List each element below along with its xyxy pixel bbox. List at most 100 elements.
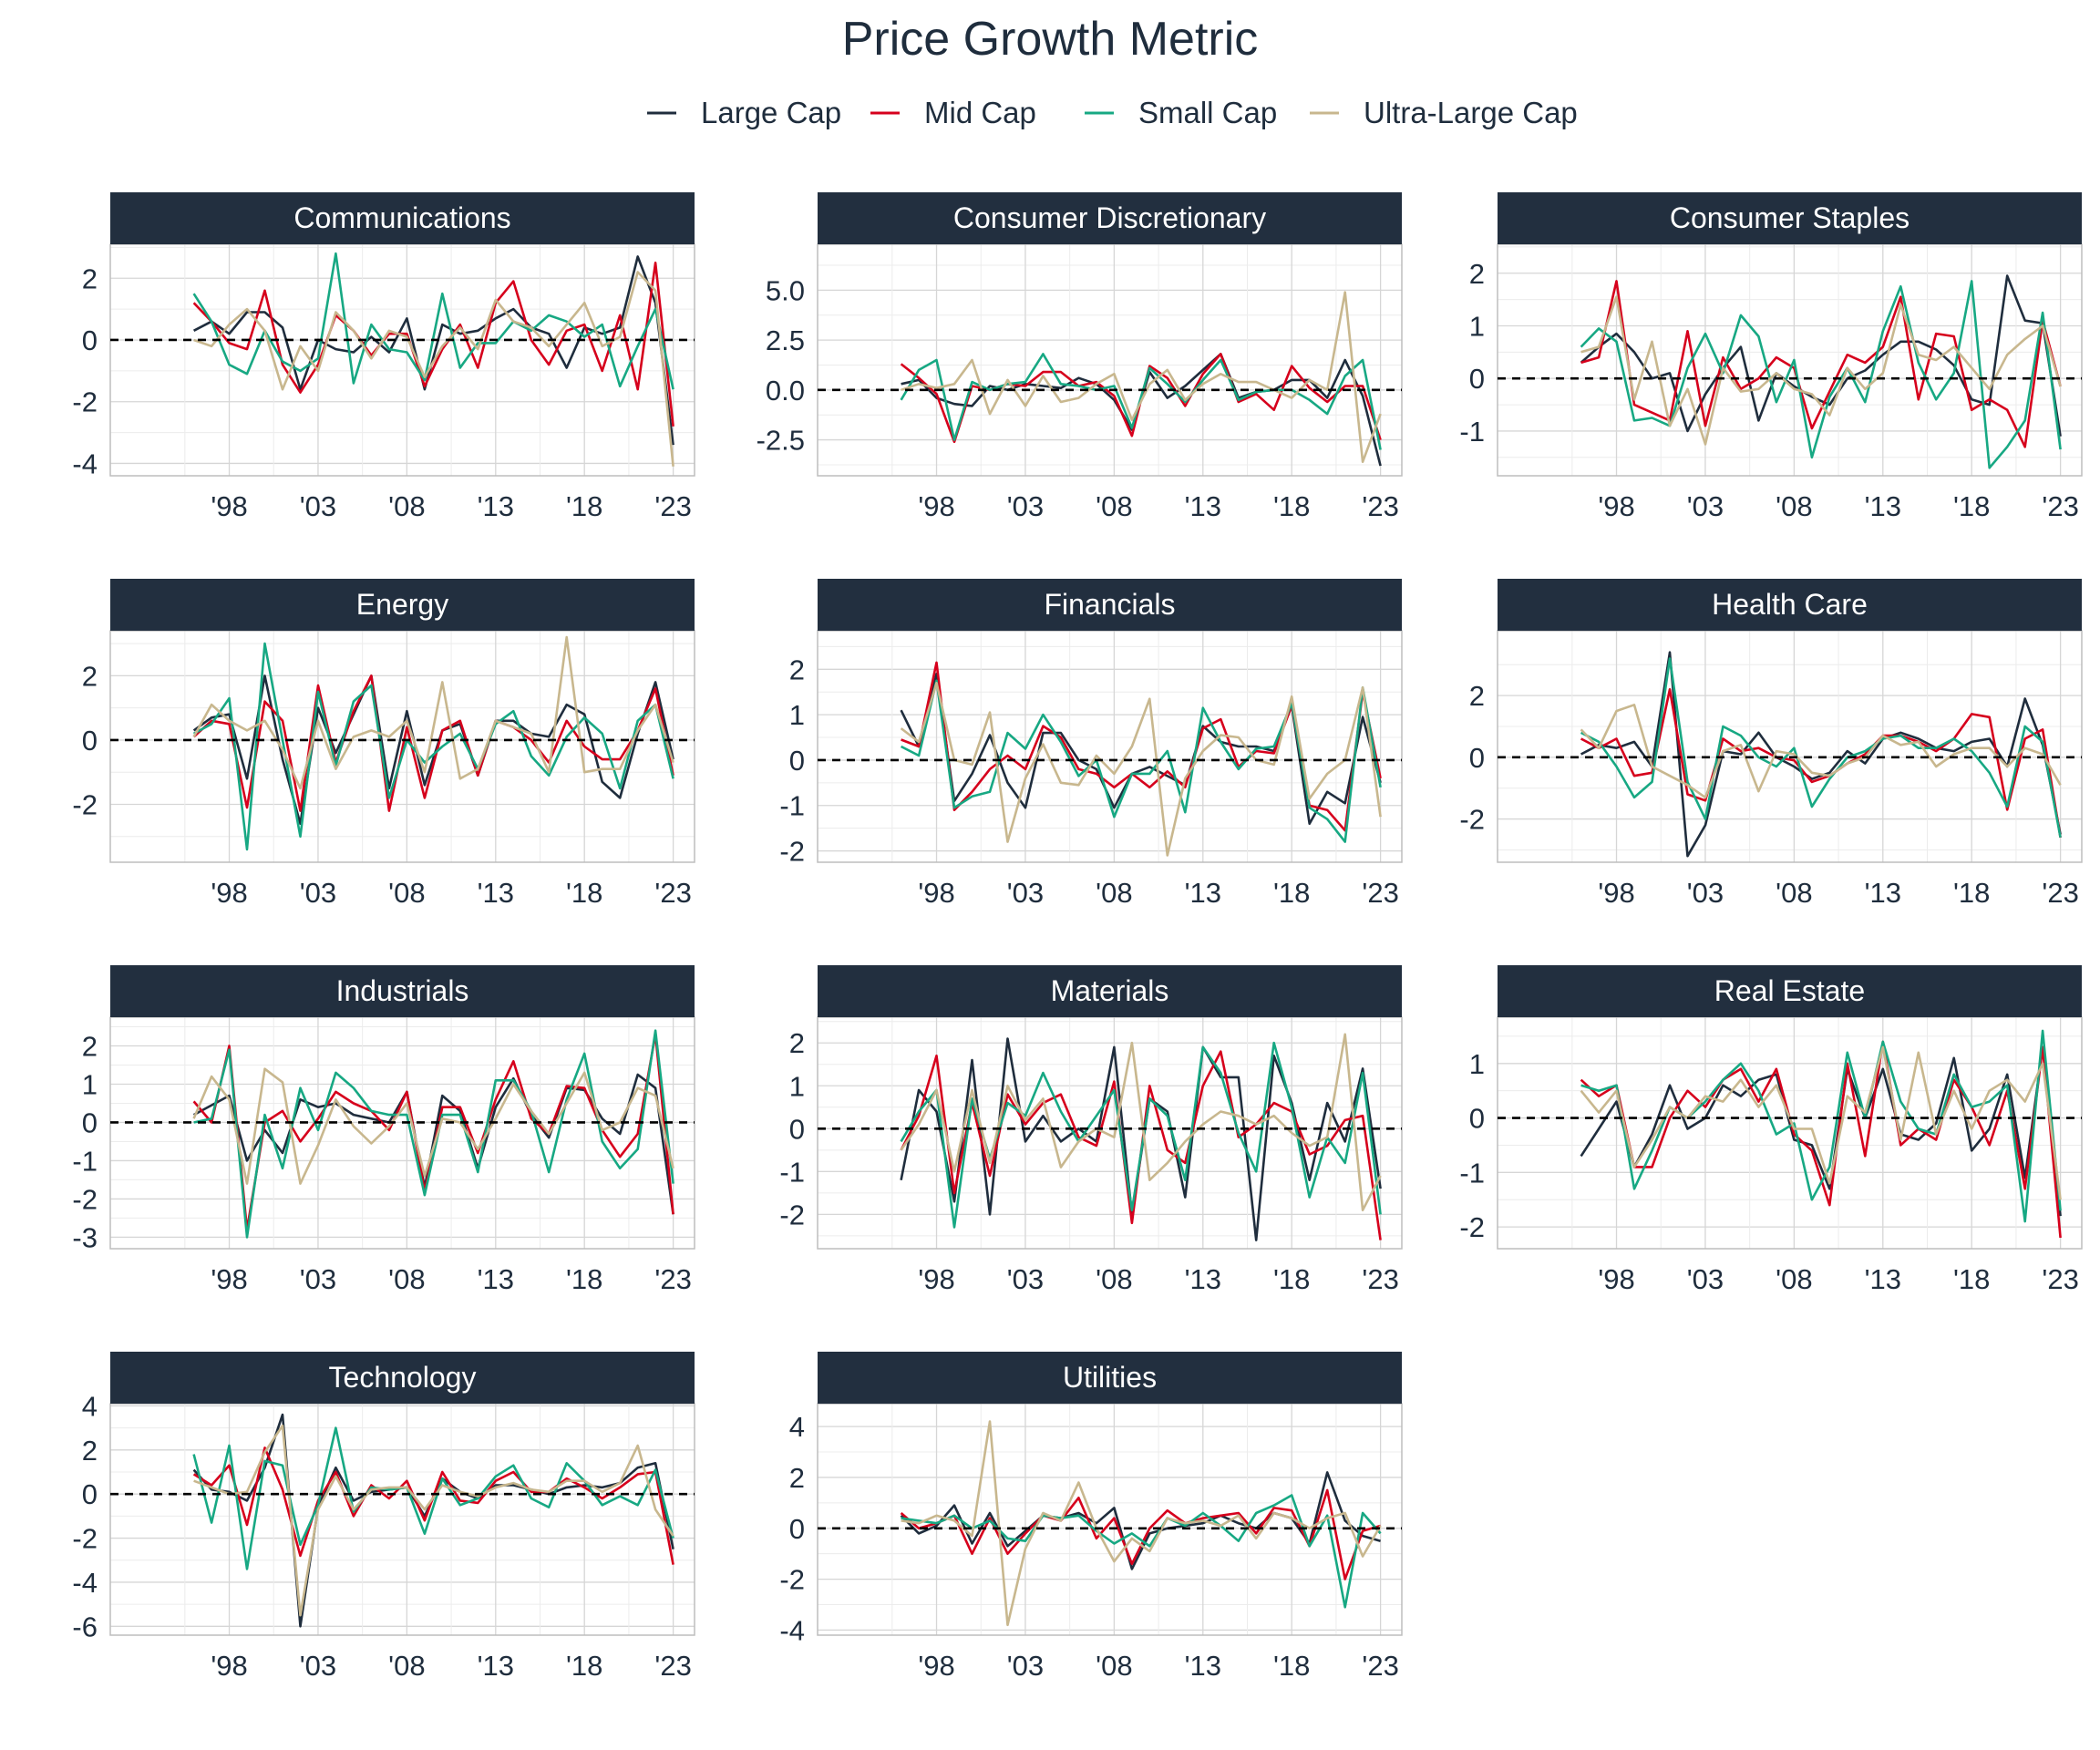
panel-consumer-staples: Consumer Staples -1 0 1 2 '98 '03 '08 '13 '18 '23	[1459, 192, 2083, 522]
y-tick-label: 0	[82, 1107, 98, 1138]
panel-communications: Communications -4 -2 0 2 '98 '03 '08 '13 '18 '23	[72, 192, 695, 522]
x-tick-label: '23	[1362, 490, 1398, 522]
series-line-small-cap	[193, 1029, 674, 1239]
y-tick-label: -2	[779, 1199, 805, 1230]
series-line-large-cap	[1580, 651, 2062, 858]
x-tick-label: '98	[1598, 490, 1634, 522]
y-tick-label: -2.5	[757, 425, 805, 457]
legend: Large Cap Mid Cap Small Cap Ultra-Large Cap	[647, 96, 1578, 129]
x-tick-label: '18	[1273, 490, 1310, 522]
x-tick-label: '98	[211, 877, 247, 909]
series-line-large-cap	[901, 353, 1382, 467]
panel-title: Materials	[1051, 974, 1169, 1007]
x-tick-label: '98	[918, 490, 954, 522]
panel-strip: Materials	[818, 965, 1402, 1017]
legend-label: Ultra-Large Cap	[1364, 96, 1578, 129]
y-tick-label: 2	[789, 654, 805, 685]
series-line-large-cap	[193, 255, 674, 446]
x-tick-label: '18	[1953, 1263, 1990, 1295]
panel-strip: Industrials	[110, 965, 695, 1017]
series-line-small-cap	[1580, 657, 2062, 839]
panel-title: Health Care	[1712, 588, 1868, 621]
panel-title: Industrials	[336, 974, 469, 1007]
y-tick-label: 0	[789, 1113, 805, 1145]
series-line-ultra-large-cap	[900, 1033, 1382, 1211]
chart-title: Price Growth Metric	[842, 13, 1259, 66]
panel-technology: Technology -6 -4 -2 0 2 4 '98 '03 '08 '13 '18 '23	[72, 1352, 695, 1682]
x-tick-label: '18	[1273, 1263, 1310, 1295]
x-tick-label: '18	[1953, 490, 1990, 522]
panel-industrials: Industrials -3 -2 -1 0 1 2 '98 '03 '08 '13 '18 '23	[72, 965, 695, 1295]
x-tick-label: '13	[1865, 490, 1901, 522]
panel-border	[817, 630, 1403, 863]
series-line-mid-cap	[192, 261, 674, 427]
series-line-small-cap	[1580, 1029, 2062, 1223]
x-tick-label: '18	[1273, 877, 1310, 909]
legend-label: Small Cap	[1138, 96, 1277, 129]
series-line-mid-cap	[192, 674, 674, 812]
y-tick-label: 0	[1469, 1103, 1485, 1135]
panel-real-estate: Real Estate -2 -1 0 1 '98 '03 '08 '13 '18 '23	[1459, 965, 2083, 1295]
gridlines	[818, 631, 1402, 862]
panel-title: Energy	[356, 588, 448, 621]
x-tick-label: '08	[1096, 1650, 1132, 1682]
y-tick-label: 0	[1469, 742, 1485, 774]
x-tick-label: '08	[1096, 490, 1132, 522]
panel-health-care: Health Care -2 0 2 '98 '03 '08 '13 '18 '23	[1459, 579, 2083, 909]
panel-title: Consumer Staples	[1670, 201, 1910, 234]
y-tick-label: 0	[82, 1478, 98, 1510]
series-line-small-cap	[192, 252, 674, 390]
series-line-large-cap	[1580, 1045, 2062, 1217]
panel-strip: Health Care	[1498, 579, 2082, 631]
legend-item-ultra-large-cap: Ultra-Large Cap	[1310, 96, 1578, 129]
y-tick-label: 1	[1469, 1048, 1485, 1080]
x-tick-label: '98	[1598, 1263, 1634, 1295]
x-tick-label: '03	[300, 877, 336, 909]
y-tick-label: 1	[789, 1070, 805, 1102]
x-tick-label: '13	[1865, 1263, 1901, 1295]
x-tick-label: '03	[1687, 1263, 1724, 1295]
y-tick-label: 0	[789, 745, 805, 777]
series-line-mid-cap	[1580, 1040, 2062, 1239]
y-tick-label: 4	[82, 1390, 98, 1422]
series-line-large-cap	[1580, 274, 2062, 437]
gridlines	[818, 244, 1402, 476]
x-tick-label: '18	[566, 1263, 602, 1295]
series-line-large-cap	[900, 672, 1382, 826]
panel-title: Technology	[329, 1361, 477, 1394]
y-tick-label: 2	[789, 1027, 805, 1059]
x-tick-label: '98	[918, 1650, 954, 1682]
x-tick-label: '18	[566, 490, 602, 522]
x-tick-label: '18	[1953, 877, 1990, 909]
x-tick-label: '08	[1776, 490, 1812, 522]
x-tick-label: '08	[1776, 877, 1812, 909]
x-tick-label: '03	[300, 1263, 336, 1295]
x-tick-label: '18	[566, 877, 602, 909]
x-tick-label: '23	[654, 1263, 691, 1295]
panel-title: Financials	[1044, 588, 1175, 621]
y-tick-label: 0	[1469, 363, 1485, 395]
x-tick-label: '18	[1273, 1650, 1310, 1682]
series-line-large-cap	[192, 1413, 674, 1628]
x-tick-label: '08	[1096, 1263, 1132, 1295]
y-tick-label: 0	[82, 725, 98, 757]
y-tick-label: -2	[72, 1183, 98, 1215]
x-tick-label: '98	[211, 1650, 247, 1682]
x-tick-label: '23	[654, 877, 691, 909]
x-tick-label: '03	[1007, 1650, 1044, 1682]
panel-strip: Consumer Discretionary	[818, 192, 1402, 244]
y-tick-label: 2	[82, 1435, 98, 1467]
y-tick-label: 2	[1469, 680, 1485, 712]
y-tick-label: -4	[72, 448, 98, 479]
y-tick-label: 2	[1469, 258, 1485, 290]
y-tick-label: 2	[789, 1462, 805, 1494]
panel-utilities: Utilities -4 -2 0 2 4 '98 '03 '08 '13 '18 '23	[779, 1352, 1403, 1682]
series-line-large-cap	[192, 674, 674, 826]
x-tick-label: '18	[566, 1650, 602, 1682]
x-tick-label: '03	[1687, 877, 1724, 909]
series-line-ultra-large-cap	[1580, 295, 2062, 446]
x-tick-label: '03	[300, 1650, 336, 1682]
y-tick-label: -4	[72, 1567, 98, 1599]
x-tick-label: '13	[1865, 877, 1901, 909]
series-line-small-cap	[192, 642, 674, 851]
